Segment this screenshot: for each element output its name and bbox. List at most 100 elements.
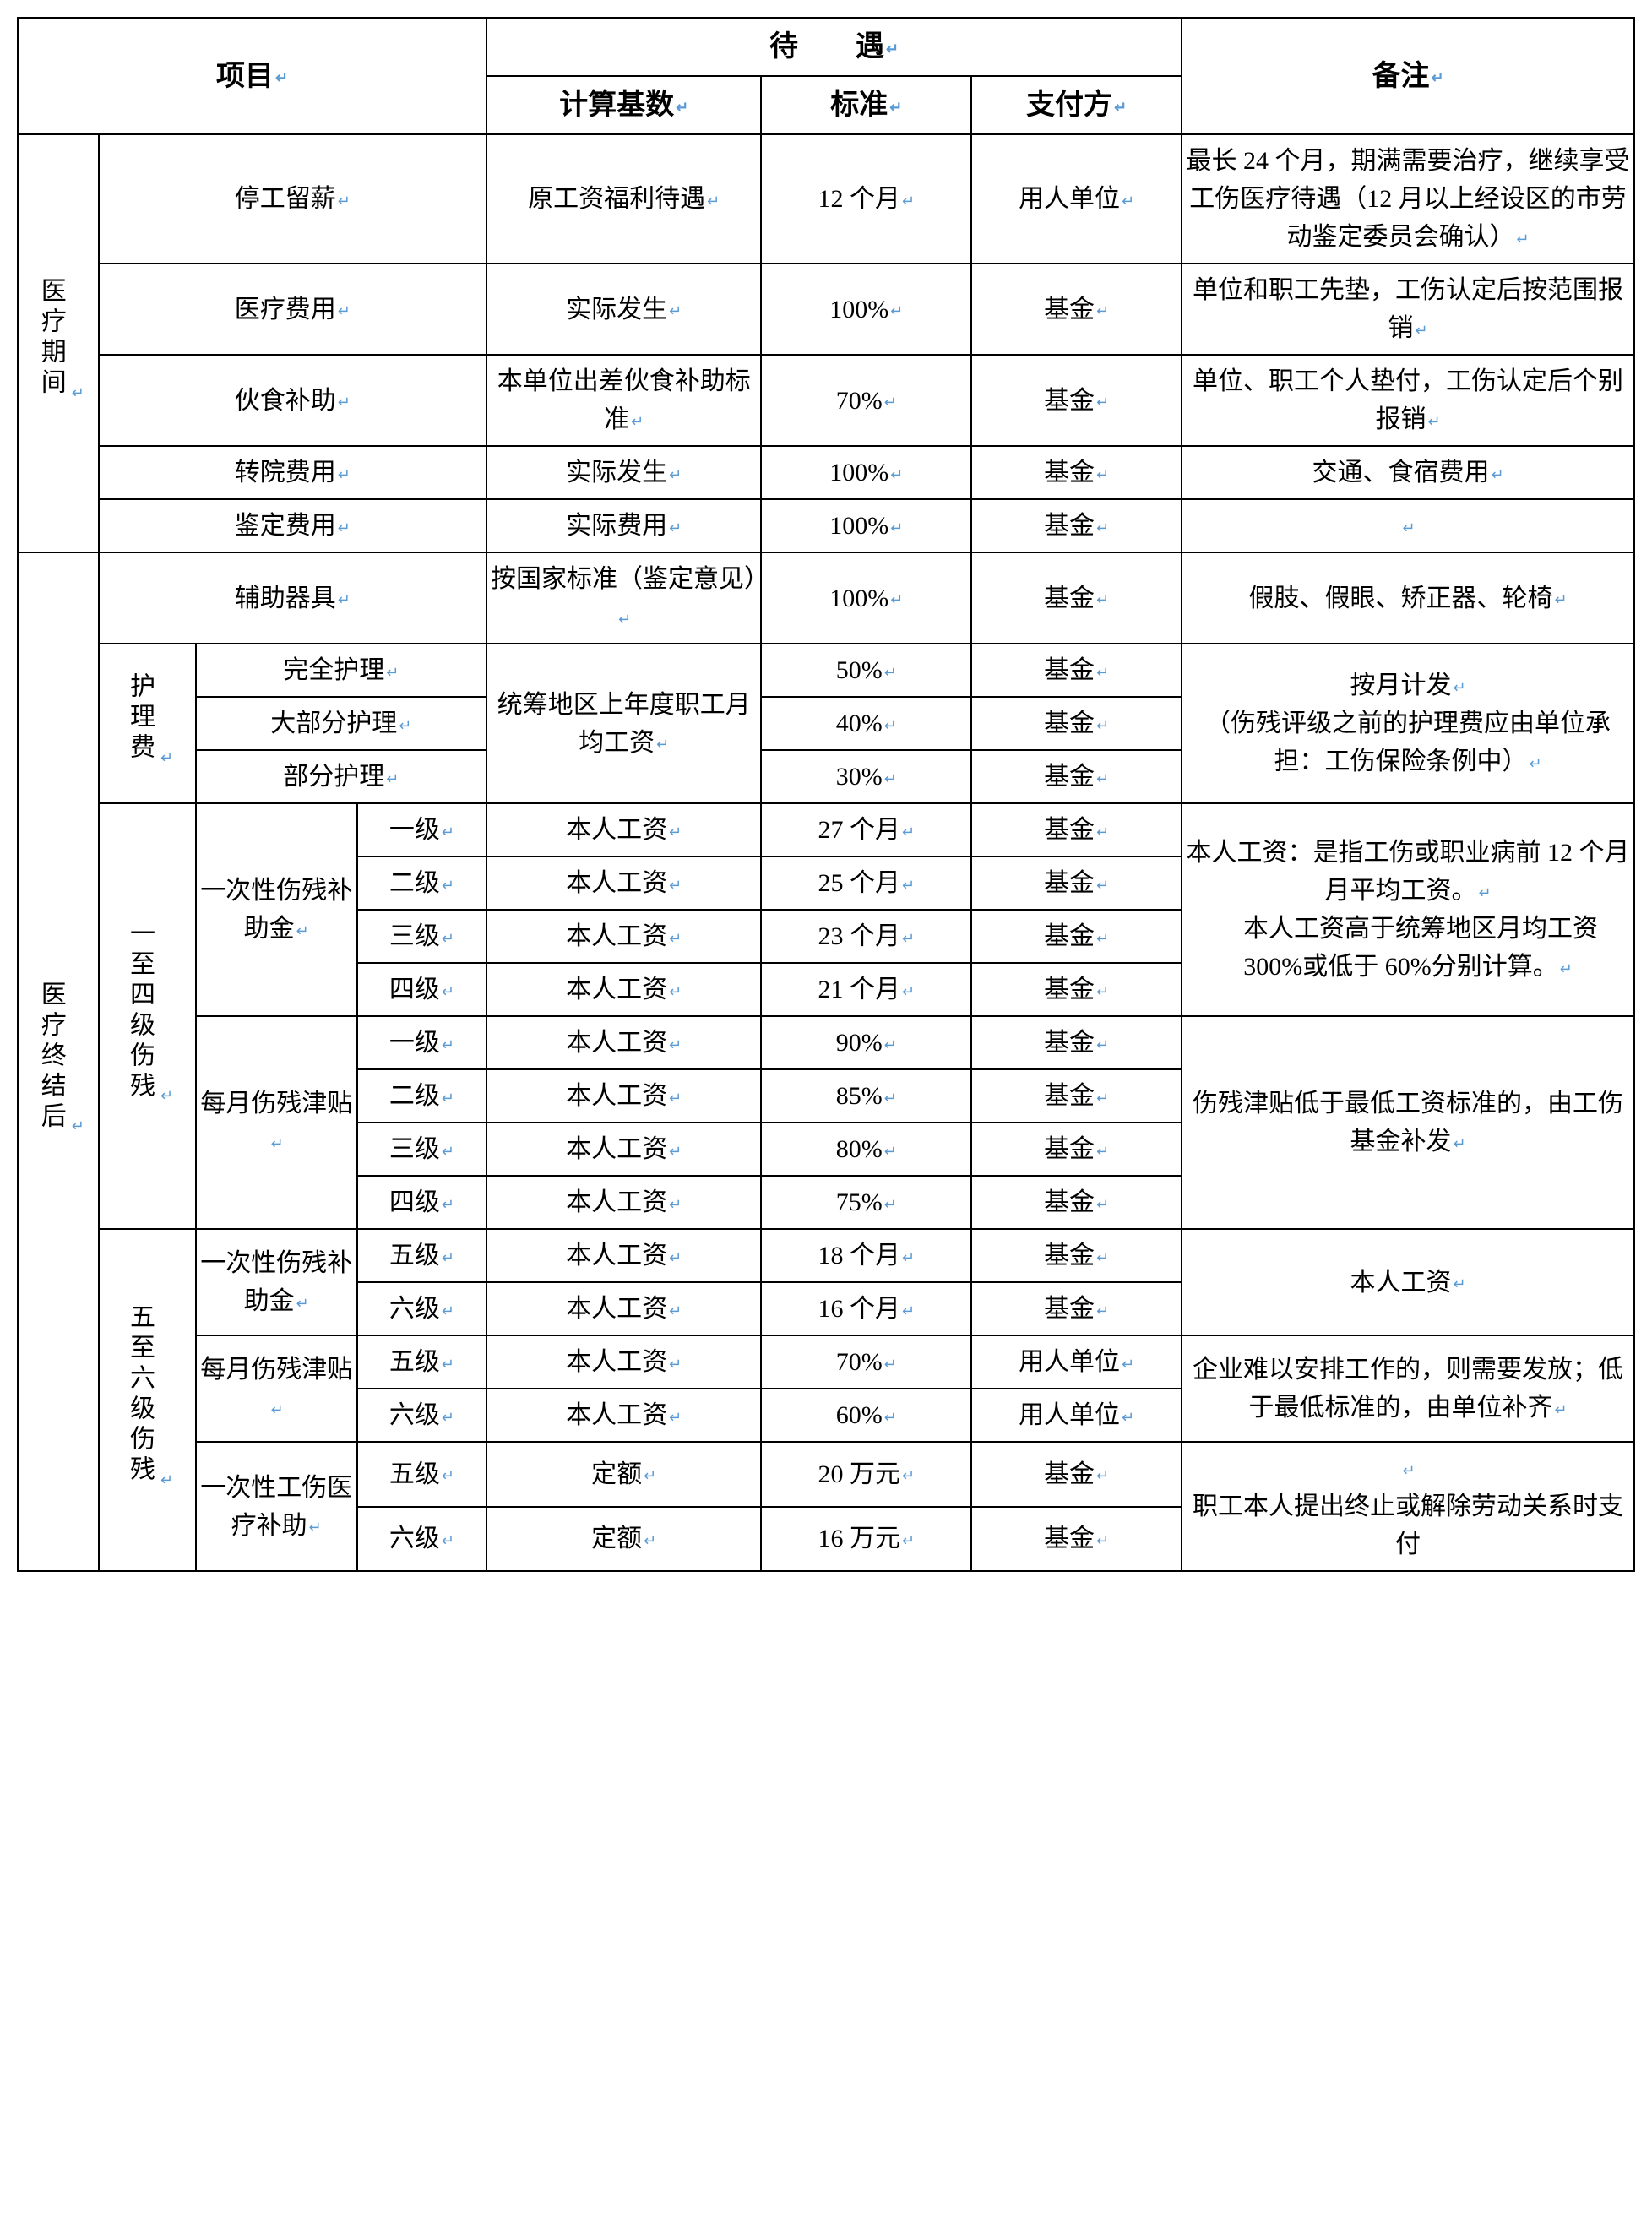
s1-r4-basis: 实际费用↵ <box>486 499 761 552</box>
header-treatment: 待 遇↵ <box>486 18 1182 76</box>
s2-l56-monthly-0: 每月伤残津贴↵ 五级↵ 本人工资↵ 70%↵ 用人单位↵ 企业难以安排工作的，则… <box>18 1335 1634 1389</box>
s2-l56-label: 五至六级伤残↵ <box>99 1229 196 1571</box>
s2-l14-monthly-label: 每月伤残津贴↵ <box>196 1016 357 1229</box>
s2-nursing-0-payer: 基金↵ <box>971 644 1182 697</box>
s1-row-0: 医疗期间↵ 停工留薪↵ 原工资福利待遇↵ 12 个月↵ 用人单位↵ 最长 24 … <box>18 134 1634 264</box>
s2-l56-monthly-0-level: 五级↵ <box>357 1335 486 1389</box>
s2-l14-lump-1-basis: 本人工资↵ <box>486 856 761 910</box>
s2-l14-monthly-2-level: 三级↵ <box>357 1123 486 1176</box>
s2-l56-monthly-1-level: 六级↵ <box>357 1389 486 1442</box>
s2-l14-lump-0-level: 一级↵ <box>357 803 486 856</box>
s1-r4-remark: ↵ <box>1182 499 1634 552</box>
s2-l14-monthly-1-payer: 基金↵ <box>971 1069 1182 1123</box>
s2-nursing-0-name: 完全护理↵ <box>196 644 487 697</box>
s2-l56-lump-1-basis: 本人工资↵ <box>486 1282 761 1335</box>
s2-l14-monthly-2-payer: 基金↵ <box>971 1123 1182 1176</box>
s2-l14-monthly-1-basis: 本人工资↵ <box>486 1069 761 1123</box>
s2-nursing-0: 护理费↵ 完全护理↵ 统筹地区上年度职工月均工资↵ 50%↵ 基金↵ 按月计发↵… <box>18 644 1634 697</box>
s2-l56-medical-1-payer: 基金↵ <box>971 1507 1182 1572</box>
s2-l14-monthly-0-basis: 本人工资↵ <box>486 1016 761 1069</box>
s2-l14-monthly-remark: 伤残津贴低于最低工资标准的，由工伤基金补发↵ <box>1182 1016 1634 1229</box>
s1-r4-standard: 100%↵ <box>761 499 971 552</box>
s2-l56-medical-0-basis: 定额↵ <box>486 1442 761 1507</box>
s2-l14-lump-0-basis: 本人工资↵ <box>486 803 761 856</box>
s1-r0-standard: 12 个月↵ <box>761 134 971 264</box>
s2-l56-monthly-0-basis: 本人工资↵ <box>486 1335 761 1389</box>
header-project: 项目↵ <box>18 18 486 134</box>
s2-l56-lump-0-level: 五级↵ <box>357 1229 486 1282</box>
s2-nursing-2-name: 部分护理↵ <box>196 750 487 803</box>
s2-nursing-1-payer: 基金↵ <box>971 697 1182 750</box>
s1-r3-standard: 100%↵ <box>761 446 971 499</box>
s2-l14-lump-1-level: 二级↵ <box>357 856 486 910</box>
s1-r3-basis: 实际发生↵ <box>486 446 761 499</box>
s2-l14-monthly-0-level: 一级↵ <box>357 1016 486 1069</box>
s2-aux-payer: 基金↵ <box>971 552 1182 644</box>
s1-row-2: 伙食补助↵ 本单位出差伙食补助标准↵ 70%↵ 基金↵ 单位、职工个人垫付，工伤… <box>18 355 1634 446</box>
s2-l56-monthly-remark: 企业难以安排工作的，则需要发放；低于最低标准的，由单位补齐↵ <box>1182 1335 1634 1442</box>
s1-row-4: 鉴定费用↵ 实际费用↵ 100%↵ 基金↵ ↵ <box>18 499 1634 552</box>
s2-l14-lump-2-level: 三级↵ <box>357 910 486 963</box>
s1-label: 医疗期间↵ <box>18 134 99 552</box>
s2-l56-medical-0-payer: 基金↵ <box>971 1442 1182 1507</box>
s2-l14-lump-2-basis: 本人工资↵ <box>486 910 761 963</box>
s2-l14-lump-3-basis: 本人工资↵ <box>486 963 761 1016</box>
s1-r4-item: 鉴定费用↵ <box>99 499 486 552</box>
s2-l14-label: 一至四级伤残↵ <box>99 803 196 1229</box>
s2-l56-monthly-1-standard: 60%↵ <box>761 1389 971 1442</box>
s2-l56-medical-1-standard: 16 万元↵ <box>761 1507 971 1572</box>
s1-r3-item: 转院费用↵ <box>99 446 486 499</box>
s2-l56-medical-label: 一次性工伤医疗补助↵ <box>196 1442 357 1571</box>
s2-l56-lump-remark: 本人工资↵ <box>1182 1229 1634 1335</box>
s2-l56-lump-0-payer: 基金↵ <box>971 1229 1182 1282</box>
s1-r4-payer: 基金↵ <box>971 499 1182 552</box>
s1-r1-remark: 单位和职工先垫，工伤认定后按范围报销↵ <box>1182 264 1634 355</box>
s1-r0-remark: 最长 24 个月，期满需要治疗，继续享受工伤医疗待遇（12 月以上经设区的市劳动… <box>1182 134 1634 264</box>
header-standard: 标准↵ <box>761 76 971 134</box>
s2-l56-lump-1-payer: 基金↵ <box>971 1282 1182 1335</box>
s2-aux-item: 辅助器具↵ <box>99 552 486 644</box>
s2-l14-monthly-3-standard: 75%↵ <box>761 1176 971 1229</box>
s2-l56-monthly-label: 每月伤残津贴↵ <box>196 1335 357 1442</box>
header-payer: 支付方↵ <box>971 76 1182 134</box>
benefits-table: 项目↵ 待 遇↵ 备注↵ 计算基数↵ 标准↵ 支付方↵ 医疗期间↵ 停工留薪↵ … <box>17 17 1635 1572</box>
s2-nursing-2-payer: 基金↵ <box>971 750 1182 803</box>
s2-l14-lump-0: 一至四级伤残↵ 一次性伤残补助金↵ 一级↵ 本人工资↵ 27 个月↵ 基金↵ 本… <box>18 803 1634 856</box>
s2-l56-medical-0-level: 五级↵ <box>357 1442 486 1507</box>
header-basis: 计算基数↵ <box>486 76 761 134</box>
s2-l56-lump-1-standard: 16 个月↵ <box>761 1282 971 1335</box>
s2-l14-monthly-3-payer: 基金↵ <box>971 1176 1182 1229</box>
s1-row-1: 医疗费用↵ 实际发生↵ 100%↵ 基金↵ 单位和职工先垫，工伤认定后按范围报销… <box>18 264 1634 355</box>
s2-l14-lump-1-payer: 基金↵ <box>971 856 1182 910</box>
s2-l14-monthly-0-payer: 基金↵ <box>971 1016 1182 1069</box>
s1-r1-item: 医疗费用↵ <box>99 264 486 355</box>
s2-l14-lump-3-payer: 基金↵ <box>971 963 1182 1016</box>
s2-l56-lump-1-level: 六级↵ <box>357 1282 486 1335</box>
s2-l14-lump-2-standard: 23 个月↵ <box>761 910 971 963</box>
s2-label: 医疗终结后↵ <box>18 552 99 1571</box>
s1-r2-payer: 基金↵ <box>971 355 1182 446</box>
s2-nursing-1-standard: 40%↵ <box>761 697 971 750</box>
s2-l14-lump-0-payer: 基金↵ <box>971 803 1182 856</box>
s2-l56-monthly-0-payer: 用人单位↵ <box>971 1335 1182 1389</box>
s2-l14-lump-remark-l2: 本人工资高于统筹地区月均工资 300%或低于 60%分别计算。 <box>1218 915 1598 981</box>
s2-aux-row: 医疗终结后↵ 辅助器具↵ 按国家标准（鉴定意见）↵ 100%↵ 基金↵ 假肢、假… <box>18 552 1634 644</box>
header-remark: 备注↵ <box>1182 18 1634 134</box>
s2-l14-lump-3-level: 四级↵ <box>357 963 486 1016</box>
s2-l14-lump-remark: 本人工资：是指工伤或职业病前 12 个月月平均工资。↵ 本人工资高于统筹地区月均… <box>1182 803 1634 1016</box>
s2-l14-lump-0-standard: 27 个月↵ <box>761 803 971 856</box>
s2-l56-medical-remark: ↵职工本人提出终止或解除劳动关系时支付 <box>1182 1442 1634 1571</box>
s2-l14-lump-1-standard: 25 个月↵ <box>761 856 971 910</box>
s2-l14-monthly-2-standard: 80%↵ <box>761 1123 971 1176</box>
s2-aux-basis: 按国家标准（鉴定意见）↵ <box>486 552 761 644</box>
s2-l56-monthly-1-payer: 用人单位↵ <box>971 1389 1182 1442</box>
s2-l56-lump-label: 一次性伤残补助金↵ <box>196 1229 357 1335</box>
s1-r2-basis: 本单位出差伙食补助标准↵ <box>486 355 761 446</box>
s2-l14-monthly-3-level: 四级↵ <box>357 1176 486 1229</box>
s2-l56-monthly-1-basis: 本人工资↵ <box>486 1389 761 1442</box>
s2-l14-lump-2-payer: 基金↵ <box>971 910 1182 963</box>
s2-l14-monthly-1-standard: 85%↵ <box>761 1069 971 1123</box>
s2-nursing-basis: 统筹地区上年度职工月均工资↵ <box>486 644 761 803</box>
s1-r2-item: 伙食补助↵ <box>99 355 486 446</box>
s1-r1-standard: 100%↵ <box>761 264 971 355</box>
